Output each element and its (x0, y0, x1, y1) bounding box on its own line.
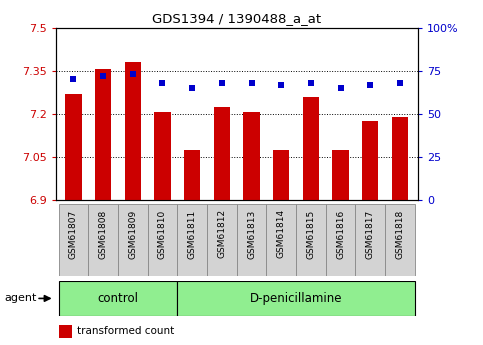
Text: GDS1394 / 1390488_a_at: GDS1394 / 1390488_a_at (152, 12, 321, 25)
Bar (118, 204, 148, 276)
Text: transformed count: transformed count (77, 326, 174, 336)
Bar (237, 204, 266, 276)
Point (158, 80, 166, 86)
Text: GSM61816: GSM61816 (336, 209, 345, 259)
Text: GSM61808: GSM61808 (99, 209, 108, 259)
Bar (58, 204, 88, 276)
Bar (326, 204, 355, 276)
Text: GSM61809: GSM61809 (128, 209, 137, 259)
Text: GSM61817: GSM61817 (366, 209, 375, 259)
Bar (213, 107, 230, 200)
Point (337, 85, 344, 91)
Bar (355, 204, 385, 276)
Bar (243, 112, 260, 200)
Point (367, 82, 374, 87)
Bar (273, 150, 289, 200)
Point (218, 80, 226, 86)
Point (396, 80, 404, 86)
Text: GSM61812: GSM61812 (217, 209, 227, 258)
Bar (88, 204, 118, 276)
Text: GSM61811: GSM61811 (187, 209, 197, 259)
Point (99, 73, 107, 79)
Point (70, 77, 77, 82)
Text: control: control (98, 292, 139, 305)
Bar (58, 281, 177, 316)
Bar (148, 204, 177, 276)
Point (248, 80, 256, 86)
Text: agent: agent (5, 294, 37, 303)
Bar (392, 117, 408, 200)
Text: GSM61814: GSM61814 (277, 209, 286, 258)
Point (129, 71, 137, 77)
Text: GSM61813: GSM61813 (247, 209, 256, 259)
Bar (266, 204, 296, 276)
Text: D-penicillamine: D-penicillamine (250, 292, 342, 305)
Bar (154, 112, 170, 200)
Point (277, 82, 285, 87)
Text: GSM61810: GSM61810 (158, 209, 167, 259)
Text: GSM61807: GSM61807 (69, 209, 78, 259)
Text: GSM61818: GSM61818 (396, 209, 404, 259)
Bar (296, 204, 326, 276)
Bar (385, 204, 415, 276)
Bar (362, 121, 379, 200)
Point (188, 85, 196, 91)
Bar (207, 204, 237, 276)
Bar (65, 94, 82, 200)
Bar (59, 325, 72, 338)
Text: GSM61815: GSM61815 (306, 209, 315, 259)
Bar (332, 150, 349, 200)
Point (307, 80, 315, 86)
Bar (303, 97, 319, 200)
Bar (177, 281, 415, 316)
Bar (125, 62, 141, 200)
Bar (184, 150, 200, 200)
Bar (95, 69, 111, 200)
Bar (177, 204, 207, 276)
